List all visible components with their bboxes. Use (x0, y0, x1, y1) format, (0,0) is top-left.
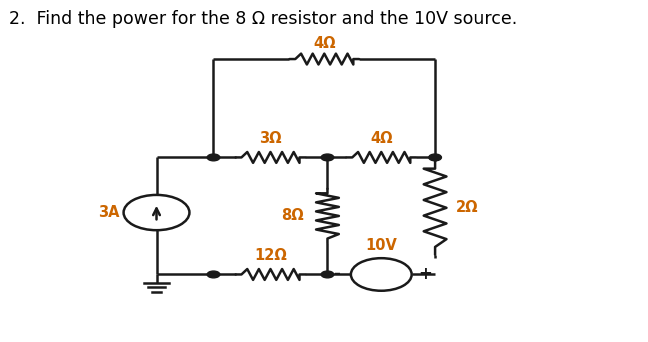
Text: 4Ω: 4Ω (313, 36, 336, 51)
Circle shape (207, 154, 220, 161)
Text: 8Ω: 8Ω (281, 208, 304, 223)
Text: 10V: 10V (365, 238, 397, 253)
Circle shape (321, 154, 334, 161)
Circle shape (429, 154, 441, 161)
Text: 3Ω: 3Ω (259, 131, 282, 146)
Text: 4Ω: 4Ω (370, 131, 393, 146)
Text: 2.  Find the power for the 8 Ω resistor and the 10V source.: 2. Find the power for the 8 Ω resistor a… (9, 10, 517, 28)
Text: 2Ω: 2Ω (456, 200, 478, 215)
Circle shape (321, 271, 334, 278)
Circle shape (207, 271, 220, 278)
Text: 12Ω: 12Ω (254, 248, 287, 263)
Text: 3A: 3A (98, 205, 120, 220)
Text: +: + (419, 265, 432, 284)
Text: -: - (334, 265, 340, 284)
